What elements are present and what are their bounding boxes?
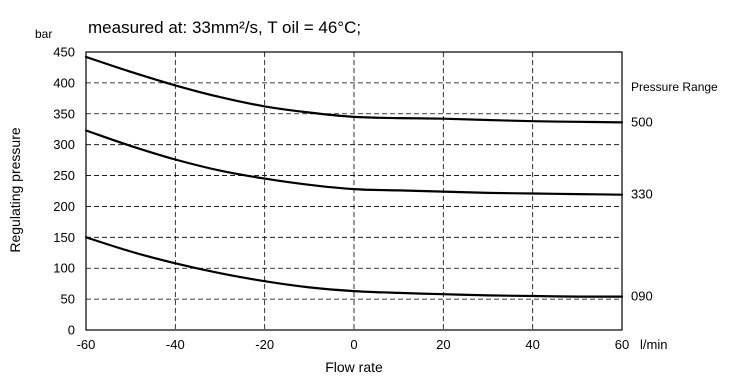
series-line-500 — [84, 55, 624, 124]
series-line-090 — [84, 236, 624, 298]
plot-frame — [85, 51, 623, 331]
y-tick-label: 150 — [53, 230, 75, 245]
y-tick-label: 300 — [53, 137, 75, 152]
y-tick-label: 50 — [61, 292, 75, 307]
y-tick-label: 350 — [53, 106, 75, 121]
x-axis-title: Flow rate — [325, 359, 383, 375]
series-label-500: 500 — [631, 114, 653, 129]
series-labels: 500 330 090 — [631, 114, 653, 303]
legend-title: Pressure Range — [631, 80, 718, 94]
y-tick-label: 250 — [53, 168, 75, 183]
y-tick-label: 450 — [53, 45, 75, 60]
chart-title: measured at: 33mm²/s, T oil = 46°C; — [88, 18, 361, 37]
series-lines — [84, 55, 624, 298]
y-tick-label: 400 — [53, 75, 75, 90]
y-axis-title: Regulating pressure — [7, 127, 23, 253]
series-line-330 — [84, 129, 624, 196]
y-tick-label: 0 — [68, 323, 75, 338]
y-tick-label: 100 — [53, 261, 75, 276]
x-unit-label: l/min — [640, 337, 667, 352]
series-label-330: 330 — [631, 187, 653, 202]
series-label-090: 090 — [631, 289, 653, 304]
x-tick-label: -20 — [255, 337, 274, 352]
x-tick-label: 0 — [350, 337, 357, 352]
x-tick-label: 40 — [525, 337, 539, 352]
x-tick-label: -60 — [77, 337, 96, 352]
x-tick-label: 60 — [615, 337, 629, 352]
y-unit-label: bar — [35, 27, 52, 41]
y-tick-label: 200 — [53, 199, 75, 214]
x-tick-label: -40 — [166, 337, 185, 352]
tick-labels: 0 50 100 150 200 250 300 350 400 450 -60 -40 -20 0 20 4… — [53, 45, 629, 353]
grid — [86, 52, 622, 330]
x-tick-label: 20 — [436, 337, 450, 352]
